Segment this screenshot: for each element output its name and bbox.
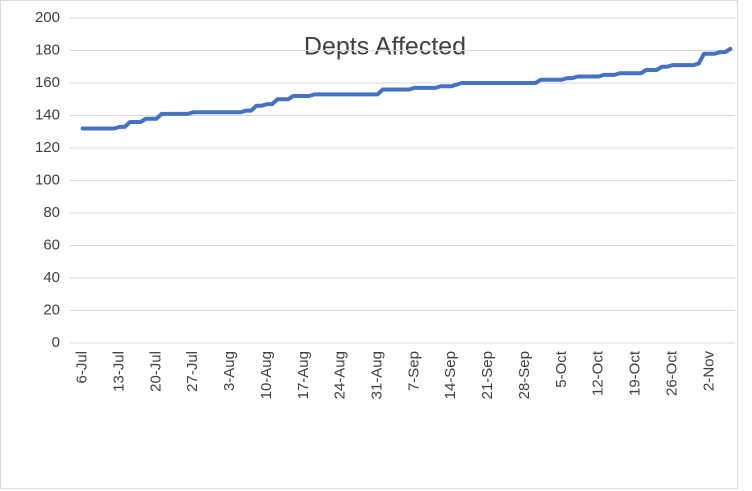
x-tick-label: 24-Aug bbox=[332, 351, 349, 399]
x-tick-label: 10-Aug bbox=[258, 351, 275, 399]
x-tick-label: 20-Jul bbox=[147, 351, 164, 392]
x-tick-label: 2-Nov bbox=[700, 351, 717, 392]
y-tick-label: 160 bbox=[35, 74, 60, 91]
x-tick-label: 3-Aug bbox=[221, 351, 238, 391]
y-tick-label: 0 bbox=[52, 334, 60, 351]
x-tick-label: 14-Sep bbox=[442, 351, 459, 399]
y-tick-label: 100 bbox=[35, 171, 60, 188]
y-tick-label: 180 bbox=[35, 41, 60, 58]
x-tick-label: 21-Sep bbox=[479, 351, 496, 399]
x-tick-label: 28-Sep bbox=[516, 351, 533, 399]
x-tick-label: 31-Aug bbox=[369, 351, 386, 399]
x-tick-label: 26-Oct bbox=[663, 350, 680, 396]
x-tick-label: 13-Jul bbox=[110, 351, 127, 392]
data-line bbox=[80, 46, 733, 131]
y-tick-label: 20 bbox=[43, 301, 60, 318]
y-tick-label: 60 bbox=[43, 236, 60, 253]
x-tick-label: 6-Jul bbox=[74, 351, 91, 384]
x-tick-label: 7-Sep bbox=[405, 351, 422, 391]
x-tick-label: 27-Jul bbox=[184, 351, 201, 392]
chart-title: Depts Affected bbox=[304, 33, 466, 61]
y-tick-label: 40 bbox=[43, 269, 60, 286]
y-tick-label: 80 bbox=[43, 204, 60, 221]
y-tick-label: 200 bbox=[35, 9, 60, 26]
x-tick-label: 12-Oct bbox=[590, 350, 607, 396]
x-tick-label: 17-Aug bbox=[295, 351, 312, 399]
y-tick-label: 140 bbox=[35, 106, 60, 123]
x-tick-label: 5-Oct bbox=[553, 350, 570, 388]
y-tick-label: 120 bbox=[35, 139, 60, 156]
chart-frame bbox=[0, 0, 738, 489]
x-tick-label: 19-Oct bbox=[627, 350, 644, 396]
